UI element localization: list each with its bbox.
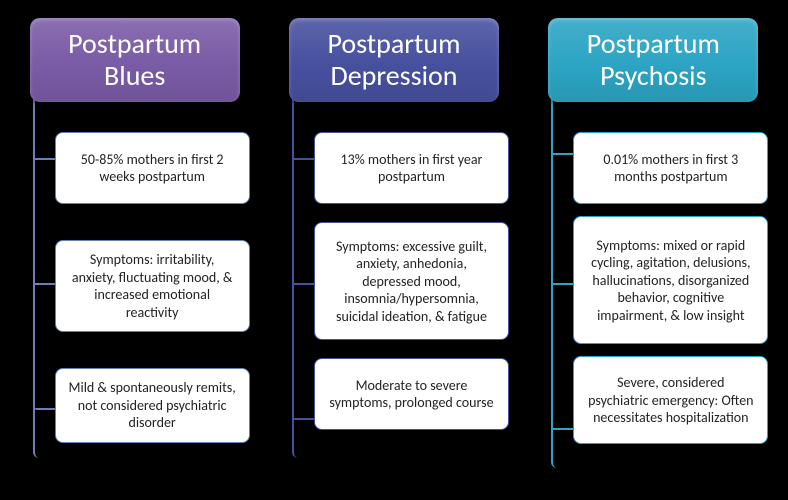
header-blues: Postpartum Blues xyxy=(30,18,240,102)
column-psychosis: Postpartum Psychosis 0.01% mothers in fi… xyxy=(533,18,773,444)
header-text-line1: Postpartum xyxy=(38,28,232,60)
connector-psychosis xyxy=(551,98,573,468)
connector-stub xyxy=(294,418,316,420)
diagram-container: Postpartum Blues 50-85% mothers in first… xyxy=(0,0,788,454)
info-box: Moderate to severe symptoms, prolonged c… xyxy=(314,358,509,430)
info-box: Mild & spontaneously remits, not conside… xyxy=(55,368,250,443)
info-box: Symptoms: excessive guilt, anxiety, anhe… xyxy=(314,222,509,340)
column-depression: Postpartum Depression 13% mothers in fir… xyxy=(274,18,514,444)
header-text-line1: Postpartum xyxy=(556,28,750,60)
header-text-line2: Depression xyxy=(297,60,491,92)
connector-stub xyxy=(553,283,575,285)
column-blues: Postpartum Blues 50-85% mothers in first… xyxy=(15,18,255,444)
header-text-line2: Psychosis xyxy=(556,60,750,92)
header-depression: Postpartum Depression xyxy=(289,18,499,102)
connector-stub xyxy=(553,428,575,430)
info-box: Symptoms: irritability, anxiety, fluctua… xyxy=(55,240,250,332)
connector-stub xyxy=(294,158,316,160)
connector-stub xyxy=(35,158,57,160)
info-box: 50-85% mothers in first 2 weeks postpart… xyxy=(55,132,250,204)
connector-stub xyxy=(35,283,57,285)
connector-depression xyxy=(292,98,314,458)
info-box: Severe, considered psychiatric emergency… xyxy=(573,356,768,444)
header-text-line1: Postpartum xyxy=(297,28,491,60)
info-box: 0.01% mothers in first 3 months postpart… xyxy=(573,132,768,204)
info-box: 13% mothers in first year postpartum xyxy=(314,132,509,204)
connector-stub xyxy=(294,283,316,285)
connector-blues xyxy=(33,98,55,458)
connector-stub xyxy=(35,408,57,410)
header-text-line2: Blues xyxy=(38,60,232,92)
header-psychosis: Postpartum Psychosis xyxy=(548,18,758,102)
connector-stub xyxy=(553,153,575,155)
info-box: Symptoms: mixed or rapid cycling, agitat… xyxy=(573,216,768,344)
